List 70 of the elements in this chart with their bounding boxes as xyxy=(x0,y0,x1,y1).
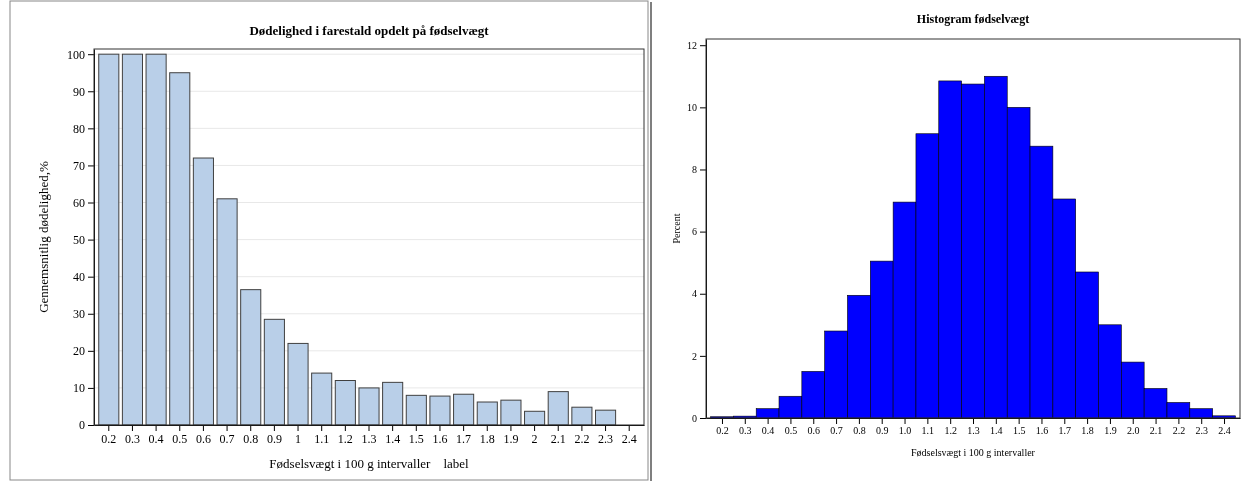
y-tick-label: 40 xyxy=(73,270,85,285)
x-tick-label: 2.4 xyxy=(621,431,637,446)
x-tick-label: 0.2 xyxy=(716,425,729,437)
x-tick-label: 1.7 xyxy=(456,431,472,446)
x-tick-label: 0.6 xyxy=(195,431,211,446)
x-tick-label: 1.1 xyxy=(921,425,935,437)
x-tick-label: 1.9 xyxy=(1104,425,1117,437)
x-tick-label: 1.2 xyxy=(337,431,353,446)
x-tick-label: 1.4 xyxy=(990,425,1003,437)
y-axis-title: Gennemsnitlig dødelighed,% xyxy=(36,161,51,313)
y-tick-label: 70 xyxy=(73,158,85,173)
y-tick-label: 0 xyxy=(79,418,85,433)
x-tick-label: 0.8 xyxy=(853,425,866,437)
x-tick-label: 0.4 xyxy=(761,425,775,437)
y-tick-label: 80 xyxy=(73,121,85,136)
x-tick-label: 0.9 xyxy=(266,431,282,446)
x-tick-label: 0.5 xyxy=(172,431,188,446)
x-tick-label: 1.1 xyxy=(314,431,330,446)
x-axis-title: Fødselsvægt i 100 g intervaller label xyxy=(269,456,470,471)
y-tick-label: 2 xyxy=(692,350,697,362)
x-tick-label: 2.4 xyxy=(1218,425,1231,437)
y-axis-title: Percent xyxy=(671,213,682,244)
x-tick-label: 1.4 xyxy=(385,431,401,446)
x-tick-label: 0.2 xyxy=(101,431,117,446)
x-tick-label: 0.5 xyxy=(784,425,798,437)
x-tick-label: 1.0 xyxy=(898,425,912,437)
x-tick-label: 1.9 xyxy=(503,431,519,446)
x-tick-label: 2.2 xyxy=(574,431,590,446)
x-tick-label: 2 xyxy=(531,431,538,446)
x-tick-label: 1.6 xyxy=(432,431,448,446)
x-tick-label: 0.7 xyxy=(219,431,235,446)
x-tick-label: 2.3 xyxy=(598,431,614,446)
chart-title: Histogram fødselvægt xyxy=(916,12,1030,26)
x-tick-label: 0.4 xyxy=(148,431,164,446)
x-tick-label: 1.3 xyxy=(361,431,377,446)
y-tick-label: 10 xyxy=(73,381,85,396)
y-tick-label: 30 xyxy=(73,307,85,322)
y-tick-label: 4 xyxy=(692,288,697,300)
x-tick-label: 1.6 xyxy=(1035,425,1049,437)
x-tick-label: 1.5 xyxy=(1012,425,1026,437)
y-tick-label: 12 xyxy=(687,39,697,51)
x-tick-label: 2.3 xyxy=(1195,425,1208,437)
y-tick-label: 60 xyxy=(73,195,85,210)
x-tick-label: 1.5 xyxy=(408,431,424,446)
y-tick-label: 8 xyxy=(692,164,697,176)
x-tick-label: 2.1 xyxy=(1149,425,1163,437)
x-tick-label: 0.3 xyxy=(739,425,752,437)
x-tick-label: 1.7 xyxy=(1058,425,1072,437)
x-tick-label: 0.9 xyxy=(875,425,889,437)
x-tick-label: 1 xyxy=(295,431,302,446)
y-tick-label: 0 xyxy=(692,412,697,424)
y-tick-label: 90 xyxy=(73,84,85,99)
y-tick-label: 20 xyxy=(73,344,85,359)
x-tick-label: 1.2 xyxy=(944,425,957,437)
x-axis-title: Fødselsvægt i 100 g intervaller xyxy=(911,447,1036,458)
y-tick-label: 10 xyxy=(687,102,697,114)
y-tick-label: 6 xyxy=(692,226,697,238)
x-tick-label: 0.8 xyxy=(243,431,259,446)
x-tick-label: 0.7 xyxy=(830,425,843,437)
x-tick-label: 2.1 xyxy=(550,431,566,446)
x-tick-label: 2.2 xyxy=(1172,425,1186,437)
x-tick-label: 1.8 xyxy=(479,431,495,446)
y-tick-label: 100 xyxy=(67,47,85,62)
x-tick-label: 2.0 xyxy=(1126,425,1140,437)
x-tick-label: 1.3 xyxy=(967,425,980,437)
y-tick-label: 50 xyxy=(73,232,85,247)
chart-title: Dødelighed i farestald opdelt på fødselvægt xyxy=(249,23,490,38)
x-tick-label: 1.8 xyxy=(1081,425,1094,437)
x-tick-label: 0.3 xyxy=(124,431,140,446)
x-tick-label: 0.6 xyxy=(807,425,821,437)
